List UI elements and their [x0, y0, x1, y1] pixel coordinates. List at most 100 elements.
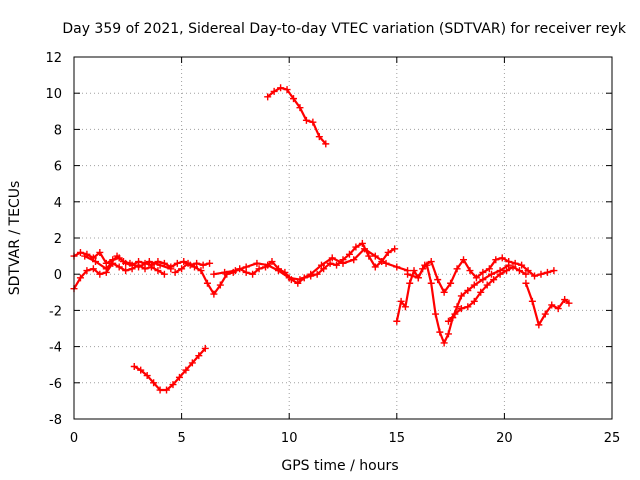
data-point [472, 274, 480, 282]
data-point [361, 245, 369, 253]
data-point [339, 259, 347, 267]
series-arc-11 [522, 279, 573, 329]
data-point [509, 263, 517, 271]
data-point [195, 352, 203, 360]
data-point [242, 263, 250, 271]
data-point [401, 303, 409, 311]
data-point [371, 252, 379, 260]
data-point [432, 310, 440, 318]
y-tick-label: 10 [45, 87, 62, 102]
data-point [102, 265, 110, 273]
data-point [231, 267, 239, 275]
y-tick-label: 8 [54, 123, 62, 138]
x-tick-label: 25 [604, 431, 621, 446]
series-trace [133, 347, 207, 392]
data-point [277, 84, 285, 92]
y-tick-label: -2 [49, 304, 62, 319]
data-point [427, 279, 435, 287]
x-tick-label: 10 [281, 431, 298, 446]
data-point [201, 344, 209, 352]
data-point [171, 268, 179, 276]
data-series [70, 84, 573, 394]
x-tick-label: 0 [70, 431, 78, 446]
data-point [315, 133, 323, 141]
series-trace [266, 86, 327, 145]
y-tick-label: 0 [54, 268, 62, 283]
series-arc-4 [130, 344, 209, 394]
data-point [404, 270, 412, 278]
x-axis-title: GPS time / hours [281, 458, 398, 474]
data-point [457, 305, 465, 313]
data-point [528, 297, 536, 305]
data-point [154, 267, 162, 275]
data-point [216, 281, 224, 289]
data-point [522, 279, 530, 287]
data-point [565, 299, 573, 307]
data-point [203, 279, 211, 287]
data-point [83, 267, 91, 275]
data-point [382, 259, 390, 267]
data-point [175, 373, 183, 381]
data-point [531, 272, 539, 280]
data-point [184, 259, 192, 267]
data-point [451, 310, 459, 318]
data-point [115, 263, 123, 271]
data-point [391, 245, 399, 253]
data-point [434, 276, 442, 284]
data-point [522, 270, 530, 278]
data-point [135, 263, 143, 271]
data-point [483, 281, 491, 289]
data-point [270, 87, 278, 95]
data-point [197, 267, 205, 275]
y-tick-label: 4 [54, 196, 62, 211]
data-point [524, 267, 532, 275]
data-point [156, 261, 164, 269]
data-point [352, 243, 360, 251]
data-point [255, 265, 263, 273]
data-point [393, 317, 401, 325]
data-point [414, 274, 422, 282]
data-point [464, 286, 472, 294]
data-point [96, 248, 104, 256]
data-point [193, 259, 201, 267]
data-point [126, 259, 134, 267]
x-tick-label: 5 [177, 431, 185, 446]
data-point [130, 363, 138, 371]
data-point [453, 265, 461, 273]
data-point [464, 303, 472, 311]
data-point [498, 254, 506, 262]
data-point [210, 270, 218, 278]
data-point [470, 297, 478, 305]
data-point [143, 372, 151, 380]
data-point [358, 239, 366, 247]
data-point [313, 270, 321, 278]
data-point [199, 261, 207, 269]
data-point [307, 270, 315, 278]
data-point [333, 261, 341, 269]
series-trace [83, 255, 172, 270]
data-point [518, 261, 526, 269]
data-point [206, 259, 214, 267]
data-point [543, 268, 551, 276]
series-arc-9 [404, 254, 558, 296]
data-point [436, 328, 444, 336]
data-point [150, 379, 158, 387]
data-point [122, 267, 130, 275]
data-point [317, 261, 325, 269]
grid-lines [74, 57, 612, 419]
data-point [541, 310, 549, 318]
data-point [81, 252, 89, 260]
data-point [511, 259, 519, 267]
data-point [322, 140, 330, 148]
y-tick-label: -6 [49, 377, 62, 392]
data-point [320, 265, 328, 273]
data-point [505, 258, 513, 266]
data-point [487, 270, 495, 278]
data-point [350, 256, 358, 264]
data-point [427, 258, 435, 266]
data-point [92, 258, 100, 266]
data-point [466, 267, 474, 275]
data-point [440, 339, 448, 347]
series-trace [524, 282, 571, 326]
